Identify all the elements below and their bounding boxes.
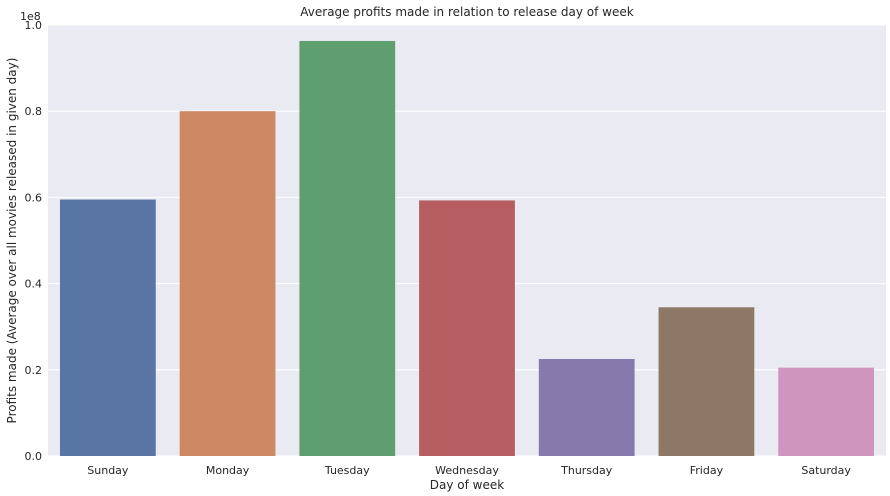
y-axis-label: Profits made (Average over all movies re… — [5, 58, 19, 424]
x-tick-label: Monday — [206, 464, 250, 477]
x-tick-label: Thursday — [560, 464, 613, 477]
x-tick-label: Friday — [690, 464, 724, 477]
bar-sunday — [59, 199, 156, 456]
y-tick-label: 0.8 — [25, 105, 43, 118]
bar-friday — [658, 307, 755, 456]
bar-thursday — [538, 359, 635, 456]
x-axis-ticks: Sunday Monday Tuesday Wednesday Thursday Frid… — [87, 464, 851, 477]
x-tick-label: Wednesday — [435, 464, 499, 477]
x-tick-label: Tuesday — [324, 464, 370, 477]
x-axis-label: Day of week — [430, 478, 504, 492]
chart-title: Average profits made in relation to rele… — [300, 5, 633, 19]
y-tick-label: 0.0 — [25, 450, 43, 463]
y-axis-ticks: 0.0 0.2 0.4 0.6 0.8 1.0 — [25, 19, 43, 463]
x-tick-label: Saturday — [801, 464, 851, 477]
y-axis-offset-label: 1e8 — [20, 10, 41, 23]
y-tick-label: 0.6 — [25, 191, 43, 204]
y-tick-label: 0.4 — [25, 278, 43, 291]
bar-tuesday — [299, 40, 396, 457]
bars — [59, 40, 875, 457]
bar-wednesday — [419, 200, 515, 456]
bar-saturday — [778, 367, 875, 456]
y-tick-label: 1.0 — [25, 19, 43, 32]
y-tick-label: 0.2 — [25, 364, 43, 377]
bar-monday — [179, 111, 276, 456]
x-tick-label: Sunday — [87, 464, 129, 477]
